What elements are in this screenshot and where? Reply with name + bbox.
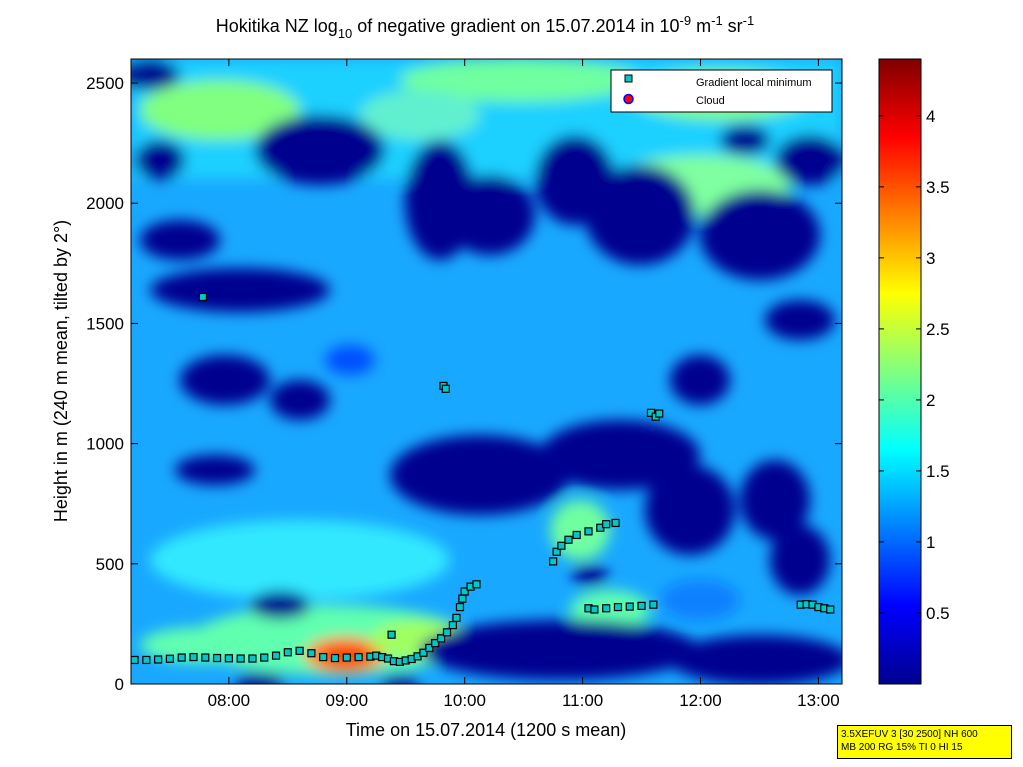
x-axis-label: Time on 15.07.2014 (1200 s mean) <box>346 720 627 740</box>
legend-circle-marker-icon <box>623 93 634 105</box>
gradient-minimum-marker <box>637 601 646 610</box>
legend-entry-gradient-minimum: Gradient local minimum <box>696 77 812 89</box>
gradient-minimum-marker <box>549 557 558 566</box>
y-tick-label: 1000 <box>86 435 124 454</box>
colorbar-ticks: 0.5 1 1.5 2 2.5 3 3.5 4 <box>879 107 950 623</box>
info-line-1: 3.5XEFUV 3 [30 2500] NH 600 <box>841 729 978 740</box>
x-tick-label: 11:00 <box>562 691 603 710</box>
gradient-minimum-marker <box>212 653 222 663</box>
y-axis-label: Height in m (240 m mean, tilted by 2°) <box>51 220 71 522</box>
gradient-minimum-marker <box>572 530 581 540</box>
x-axis: 08:00 09:00 10:00 11:00 12:00 13:00 <box>208 59 840 710</box>
colorbar-tick-label: 0.5 <box>926 604 950 623</box>
gradient-minimum-marker <box>613 602 623 612</box>
gradient-minimum-marker <box>441 384 450 393</box>
gradient-minimum-marker <box>611 518 620 528</box>
gradient-minimum-marker <box>458 594 467 603</box>
x-tick-label: 09:00 <box>326 691 369 710</box>
gradient-minimum-marker <box>602 604 611 613</box>
info-line-2: MB 200 RG 15% TI 0 HI 15 <box>841 742 963 753</box>
gradient-minimum-marker <box>557 541 566 550</box>
heatmap-field <box>131 59 842 684</box>
legend-box <box>610 69 833 113</box>
gradient-minimum-marker <box>425 643 434 653</box>
gradient-minimum-marker <box>283 648 292 657</box>
x-tick-label: 12:00 <box>679 691 722 710</box>
gradient-minimum-marker <box>131 655 139 665</box>
y-tick-label: 2000 <box>86 194 124 213</box>
y-tick-label: 500 <box>96 555 124 574</box>
gradient-minimum-marker <box>330 653 340 663</box>
colorbar-tick-label: 2.5 <box>926 320 950 339</box>
colorbar-tick-label: 3.5 <box>926 178 950 197</box>
gradient-minimum-marker <box>442 628 452 637</box>
gradient-minimum-marker <box>584 527 593 536</box>
x-tick-label: 08:00 <box>208 691 251 710</box>
colorbar-tick-label: 1 <box>926 533 935 552</box>
colorbar-tick-label: 2 <box>926 391 935 410</box>
gradient-minimum-marker <box>201 653 210 662</box>
info-box: 3.5XEFUV 3 [30 2500] NH 600 MB 200 RG 15… <box>837 725 1012 759</box>
gradient-minimum-marker <box>564 535 573 544</box>
gradient-minimum-marker <box>154 655 163 664</box>
y-axis: 0 500 1000 1500 2000 2500 <box>86 74 842 694</box>
gradient-minimum-marker <box>387 630 396 639</box>
gradient-minimum-marker <box>472 580 481 589</box>
gradient-minimum-markers <box>131 292 835 666</box>
gradient-minimum-marker <box>224 654 233 663</box>
legend-square-marker-icon <box>624 74 633 83</box>
colorbar-tick-label: 3 <box>926 249 935 268</box>
gradient-minimum-marker <box>354 652 363 662</box>
colorbar-tick-label: 4 <box>926 107 935 126</box>
colorbar-tick-label: 1.5 <box>926 462 950 481</box>
gradient-minimum-marker <box>271 651 281 660</box>
gradient-minimum-marker <box>625 602 634 611</box>
gradient-minimum-marker <box>649 600 658 609</box>
gradient-minimum-marker <box>319 652 328 662</box>
y-tick-label: 2500 <box>86 74 124 93</box>
gradient-minimum-marker <box>177 653 186 662</box>
gradient-minimum-marker <box>198 292 208 302</box>
gradient-minimum-marker <box>431 639 440 648</box>
colorbar <box>878 58 922 685</box>
gradient-minimum-marker <box>455 602 465 612</box>
plot-frame <box>130 58 843 685</box>
gradient-minimum-marker <box>460 587 469 596</box>
gradient-minimum-marker <box>189 652 198 662</box>
gradient-minimum-marker <box>419 648 428 657</box>
gradient-minimum-marker <box>655 409 664 418</box>
y-tick-label: 1500 <box>86 314 124 333</box>
gradient-minimum-marker <box>342 653 351 662</box>
gradient-minimum-marker <box>248 654 257 663</box>
gradient-minimum-marker <box>602 520 611 529</box>
gradient-minimum-marker <box>437 634 446 643</box>
gradient-minimum-marker <box>448 621 457 630</box>
gradient-minimum-marker <box>142 655 151 665</box>
gradient-minimum-marker <box>260 653 269 662</box>
gradient-minimum-marker <box>307 649 316 658</box>
x-tick-label: 10:00 <box>443 691 486 710</box>
x-tick-label: 13:00 <box>797 691 840 710</box>
gradient-minimum-marker <box>236 654 245 663</box>
legend-entry-cloud: Cloud <box>696 95 725 107</box>
gradient-minimum-marker <box>165 654 175 663</box>
legend: Gradient local minimum Cloud <box>610 69 833 113</box>
gradient-minimum-marker <box>826 605 835 614</box>
gradient-minimum-marker <box>295 646 304 655</box>
gradient-minimum-marker <box>590 605 599 614</box>
chart-title: Hokitika NZ log10 of negative gradient o… <box>216 13 754 41</box>
gradient-minimum-marker <box>552 547 561 556</box>
gradient-minimum-marker <box>452 613 461 622</box>
y-tick-label: 0 <box>115 675 124 694</box>
